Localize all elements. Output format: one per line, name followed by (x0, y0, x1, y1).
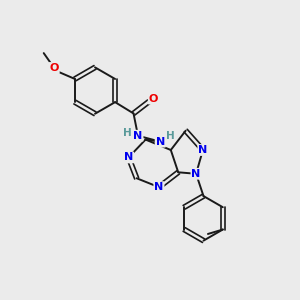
Text: N: N (191, 169, 201, 179)
Text: N: N (198, 145, 208, 155)
Text: O: O (50, 63, 59, 73)
Text: N: N (134, 131, 142, 141)
Text: N: N (156, 137, 165, 147)
Text: O: O (149, 94, 158, 103)
Text: N: N (124, 152, 133, 162)
Text: N: N (154, 182, 164, 192)
Text: H: H (166, 131, 175, 141)
Text: H: H (123, 128, 132, 138)
